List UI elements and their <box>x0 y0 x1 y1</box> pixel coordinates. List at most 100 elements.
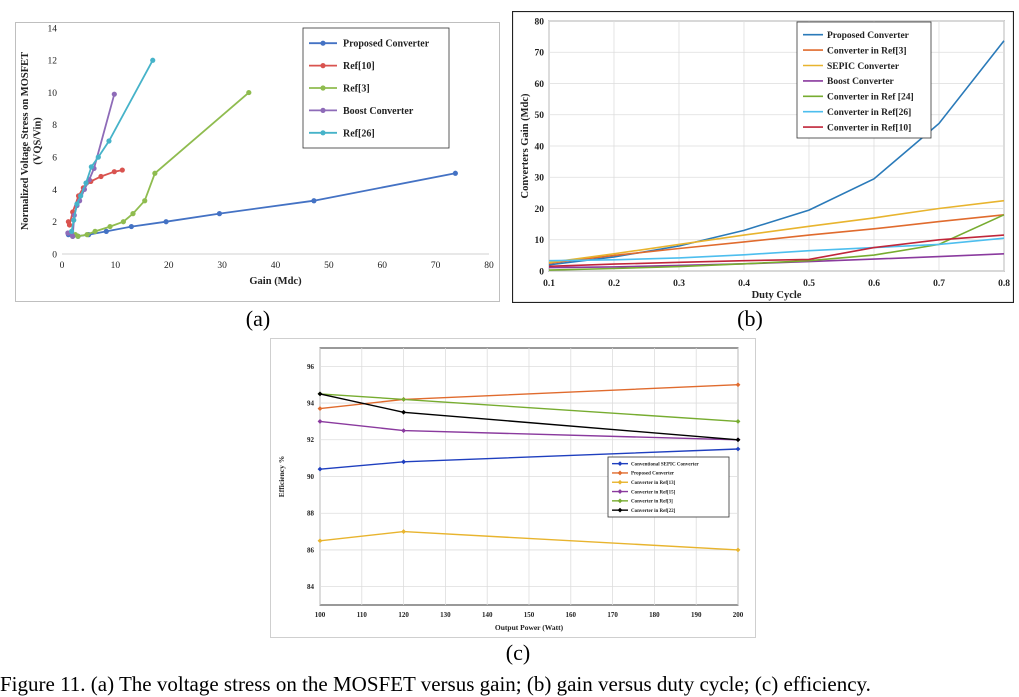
series-line-1 <box>548 214 1005 264</box>
data-point <box>88 164 94 170</box>
data-point <box>111 169 117 175</box>
x-tick-label: 190 <box>691 611 702 619</box>
x-tick-label: 0.8 <box>998 279 1010 289</box>
data-point <box>401 397 406 402</box>
legend-box <box>302 27 450 149</box>
y-axis-label: Converters Gain (Mdc) <box>520 93 531 198</box>
x-tick-label: 80 <box>484 261 494 271</box>
y-tick-label: 86 <box>307 546 315 554</box>
data-point <box>106 138 112 144</box>
chart-a: 0 10 20 30 40 50 60 70 80 0 2 4 6 8 10 12 14 Gain (Mdc) No… <box>15 22 500 302</box>
y-tick-label: 50 <box>535 111 545 121</box>
x-axis-label: Gain (Mdc) <box>249 276 302 287</box>
legend-label-0: Proposed Converter <box>827 31 910 41</box>
panel-label-a: (a) <box>245 306 271 331</box>
data-point <box>216 211 223 217</box>
y-tick-label: 70 <box>535 49 545 59</box>
data-point <box>84 232 90 238</box>
legend-label-5: Converter in Ref[22] <box>631 509 676 514</box>
legend-marker <box>320 107 326 113</box>
x-tick-label: 30 <box>217 261 227 271</box>
legend-label-0: Conventional SEPIC Converter <box>631 462 700 467</box>
data-point <box>735 547 741 553</box>
x-tick-label: 0.6 <box>868 279 880 289</box>
y-axis-label: Normalized Voltage Stress on MOSFET <box>20 52 31 230</box>
x-tick-label: 110 <box>357 611 368 619</box>
y-axis-label: Efficiency % <box>277 456 286 497</box>
legend-label-1: Ref[10] <box>343 61 375 72</box>
data-point <box>75 233 81 239</box>
data-point <box>107 223 113 230</box>
chart-c: 100 110 120 130 140 150 160 170 180 190 200 84 86 88 9… <box>270 338 756 638</box>
x-axis-label: Duty Cycle <box>752 290 802 301</box>
data-point <box>119 167 125 173</box>
y-tick-label: 2 <box>52 218 57 228</box>
series-line-2 <box>548 199 1005 264</box>
data-point <box>317 466 323 472</box>
legend-marker <box>320 130 326 136</box>
legend-marker <box>617 461 623 467</box>
y-tick-label: 40 <box>535 142 545 152</box>
y-tick-label: 0 <box>52 250 57 260</box>
y-axis-label: (VQS/Vin) <box>33 117 44 165</box>
y-tick-label: 0 <box>539 267 544 277</box>
data-point <box>74 201 80 207</box>
data-point <box>92 228 98 234</box>
data-point <box>111 91 117 97</box>
data-point <box>150 57 156 63</box>
data-point <box>78 193 84 199</box>
panel-label-c: (c) <box>505 640 531 665</box>
x-tick-label: 70 <box>431 261 441 271</box>
data-point <box>735 382 741 388</box>
legend-label-4: Converter in Ref[3] <box>631 500 673 505</box>
y-tick-label: 88 <box>307 510 315 518</box>
x-tick-label: 150 <box>524 611 535 619</box>
data-point <box>98 173 104 180</box>
data-point <box>311 198 317 204</box>
x-tick-label: 50 <box>324 261 334 271</box>
y-tick-label: 80 <box>535 17 545 27</box>
legend-marker <box>617 507 623 513</box>
x-tick-label: 100 <box>315 611 326 619</box>
data-point <box>142 198 148 204</box>
legend-marker <box>320 40 326 46</box>
x-tick-label: 0.1 <box>543 279 555 289</box>
legend-marker <box>617 479 623 485</box>
y-tick-label: 92 <box>307 436 315 444</box>
panel-label-b: (b) <box>737 306 763 331</box>
y-tick-label: 10 <box>48 89 58 99</box>
x-tick-label: 0.3 <box>673 279 685 289</box>
y-tick-label: 60 <box>535 80 545 90</box>
data-point <box>152 170 158 176</box>
data-point <box>735 437 741 443</box>
data-point <box>452 170 458 176</box>
data-point <box>401 409 406 415</box>
x-tick-label: 60 <box>378 261 388 271</box>
x-tick-label: 140 <box>482 611 493 619</box>
y-tick-label: 90 <box>307 473 315 481</box>
y-tick-label: 96 <box>307 363 315 371</box>
legend-label-3: Boost Converter <box>827 77 895 87</box>
legend-box <box>796 21 932 139</box>
y-tick-label: 20 <box>535 205 545 215</box>
data-point <box>246 89 252 96</box>
y-tick-label: 4 <box>52 186 57 196</box>
data-point <box>95 154 101 160</box>
legend-marker <box>617 498 623 504</box>
data-point <box>71 217 77 223</box>
y-tick-label: 84 <box>307 583 315 591</box>
data-point <box>66 222 73 228</box>
x-tick-label: 0.5 <box>803 279 815 289</box>
legend-label-2: SEPIC Converter <box>827 62 900 72</box>
data-point <box>401 459 406 465</box>
data-point <box>317 406 323 411</box>
data-point <box>128 223 134 230</box>
data-point <box>735 446 741 452</box>
data-point <box>735 419 741 424</box>
data-point <box>130 211 136 217</box>
data-point <box>317 538 323 544</box>
legend-marker <box>617 470 623 476</box>
series-line-6 <box>548 234 1005 268</box>
data-point <box>317 391 323 397</box>
x-tick-label: 0.2 <box>608 279 620 289</box>
